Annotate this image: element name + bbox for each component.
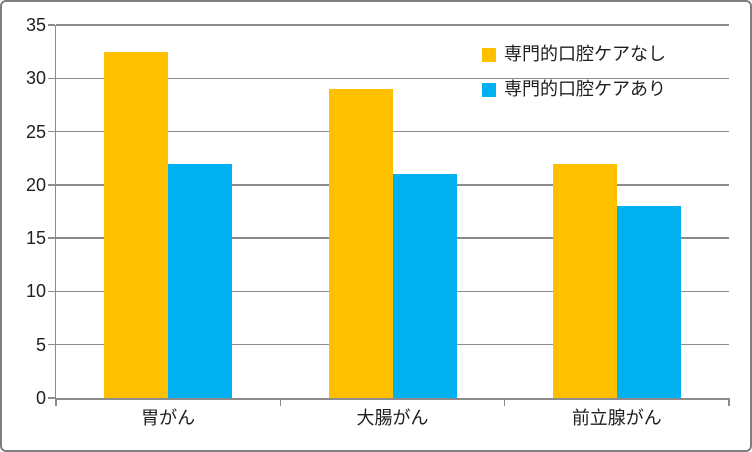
gridline-y-35 [56, 24, 729, 26]
y-axis-label-5: 5 [35, 334, 46, 355]
x-axis-label-大腸がん: 大腸がん [356, 408, 429, 428]
y-tick-20 [47, 184, 55, 186]
bar-series1-前立腺がん [616, 206, 681, 398]
x-tick-2 [503, 398, 506, 406]
legend-swatch-icon [482, 47, 496, 62]
gridline-y-30 [56, 77, 729, 80]
y-axis-label-30: 30 [25, 68, 46, 89]
y-tick-25 [47, 130, 55, 133]
y-tick-30 [47, 77, 55, 80]
y-tick-5 [47, 343, 55, 346]
x-tick-1 [279, 398, 282, 406]
y-tick-10 [47, 290, 55, 293]
y-axis-label-35: 35 [25, 15, 46, 35]
x-tick-3 [728, 398, 730, 406]
y-axis-label-10: 10 [25, 281, 46, 302]
legend-swatch-icon [482, 82, 496, 97]
plot-area [47, 24, 730, 406]
y-tick-15 [47, 237, 55, 239]
bar-series0-大腸がん [328, 88, 393, 398]
y-tick-0 [47, 397, 55, 399]
x-axis-label-前立腺がん: 前立腺がん [571, 408, 662, 428]
legend-label: 専門的口腔ケアなし [504, 44, 666, 64]
bar-series0-前立腺がん [552, 163, 617, 398]
legend-item-1: 専門的口腔ケアあり [482, 79, 666, 100]
y-tick-35 [47, 24, 55, 26]
x-tick-0 [55, 398, 57, 406]
x-axis-label-胃がん: 胃がん [141, 408, 196, 428]
legend-item-0: 専門的口腔ケアなし [482, 44, 666, 65]
gridline-y-25 [56, 130, 729, 133]
legend: 専門的口腔ケアなし 専門的口腔ケアあり [482, 44, 666, 114]
y-axis-line [54, 25, 56, 398]
bar-series0-胃がん [104, 51, 169, 398]
bar-series1-大腸がん [392, 174, 457, 398]
legend-label: 専門的口腔ケアあり [504, 79, 666, 99]
y-axis-label-15: 15 [25, 228, 46, 249]
x-axis-line [54, 398, 729, 400]
y-axis-label-0: 0 [35, 388, 46, 408]
y-axis-label-25: 25 [25, 121, 46, 142]
y-axis-label-20: 20 [25, 174, 46, 195]
bar-series1-胃がん [168, 163, 233, 398]
